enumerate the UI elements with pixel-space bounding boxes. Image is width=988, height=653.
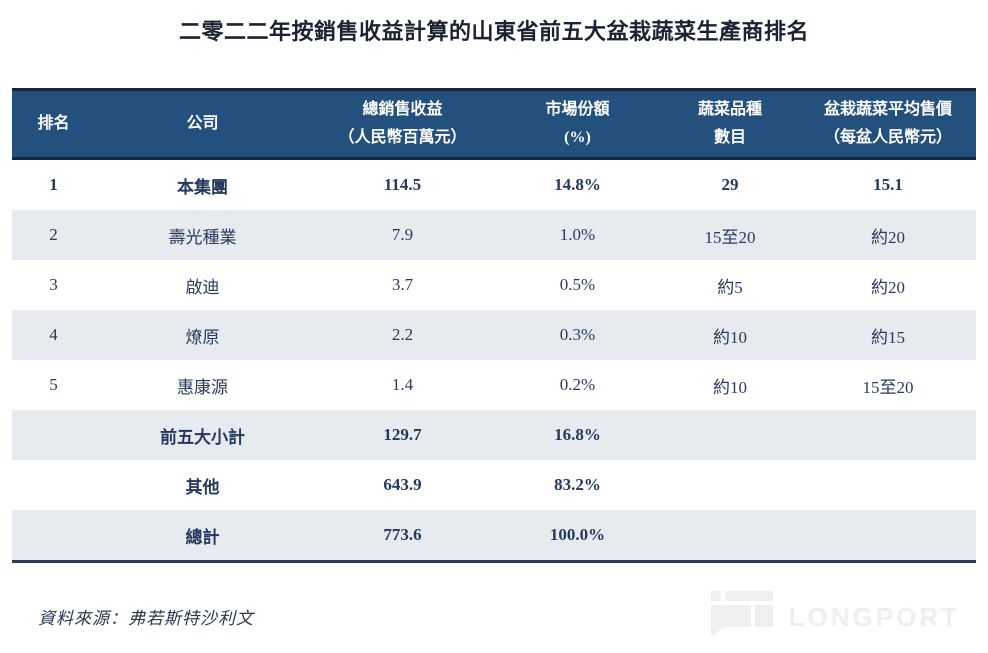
share-cell: 0.3%: [559, 325, 596, 344]
table-row: 1 本集團 114.5 14.8% 29 15.1: [12, 160, 976, 210]
revenue-cell: 129.7: [383, 425, 422, 444]
share-cell: 0.5%: [559, 275, 596, 294]
revenue-cell: 7.9: [391, 225, 414, 244]
header-varieties: 蔬菜品種 數目: [697, 101, 762, 147]
ranking-table: 排名 公司 總銷售收益 （人民幣百萬元） 市場份額 (%) 蔬菜品種 數目 盆栽…: [12, 88, 976, 563]
header-rank: 排名: [37, 115, 70, 133]
longport-logo-icon: [710, 591, 773, 643]
varieties-cell: 15至20: [704, 227, 756, 247]
rank-cell: 3: [49, 275, 58, 294]
header-company: 公司: [186, 115, 219, 133]
revenue-cell: 773.6: [383, 525, 422, 544]
longport-watermark: LONGPORT: [710, 591, 960, 643]
revenue-cell: 1.4: [391, 375, 414, 394]
longport-logo-text: LONGPORT: [788, 601, 960, 632]
source-note: 資料來源：弗若斯特沙利文: [38, 609, 254, 628]
share-cell: 1.0%: [559, 225, 596, 244]
revenue-cell: 2.2: [391, 325, 414, 344]
summary-row-total: 總計 773.6 100.0%: [12, 510, 976, 560]
varieties-cell: 29: [721, 175, 739, 194]
varieties-cell: 約5: [717, 277, 743, 297]
header-revenue: 總銷售收益 （人民幣百萬元）: [338, 101, 467, 147]
rank-cell: 5: [49, 375, 58, 394]
revenue-cell: 3.7: [391, 275, 414, 294]
share-cell: 16.8%: [554, 425, 601, 444]
revenue-cell: 114.5: [383, 175, 422, 194]
page-title: 二零二二年按銷售收益計算的山東省前五大盆栽蔬菜生產商排名: [178, 19, 809, 44]
table-row: 3 啟迪 3.7 0.5% 約5 約20: [12, 260, 976, 310]
company-cell: 啟迪: [185, 277, 220, 297]
table-row: 5 惠康源 1.4 0.2% 約10 15至20: [12, 360, 976, 410]
rank-cell: 1: [49, 175, 58, 194]
share-cell: 0.2%: [559, 375, 596, 394]
rank-cell: 2: [49, 225, 58, 244]
table-row: 2 壽光種業 7.9 1.0% 15至20 約20: [12, 210, 976, 260]
company-cell: 本集團: [177, 177, 228, 197]
table-header-row: 排名 公司 總銷售收益 （人民幣百萬元） 市場份額 (%) 蔬菜品種 數目 盆栽…: [12, 88, 976, 160]
price-cell: 約20: [871, 227, 905, 247]
summary-label: 前五大小計: [160, 427, 245, 447]
summary-row-others: 其他 643.9 83.2%: [12, 460, 976, 510]
share-cell: 83.2%: [554, 475, 601, 494]
share-cell: 100.0%: [549, 525, 606, 544]
varieties-cell: 約10: [713, 327, 747, 347]
header-avg-price: 盆栽蔬菜平均售價 （每盆人民幣元）: [823, 101, 952, 147]
company-cell: 壽光種業: [168, 227, 237, 247]
price-cell: 約15: [871, 327, 905, 347]
company-cell: 惠康源: [177, 377, 228, 397]
summary-label: 其他: [185, 477, 220, 497]
header-market-share: 市場份額 (%): [545, 101, 610, 147]
table-body: 1 本集團 114.5 14.8% 29 15.1 2 壽光種業 7.9 1.0…: [12, 160, 976, 563]
company-cell: 燎原: [185, 327, 220, 347]
varieties-cell: 約10: [713, 377, 747, 397]
share-cell: 14.8%: [554, 175, 601, 194]
price-cell: 15.1: [873, 175, 903, 194]
price-cell: 約20: [871, 277, 905, 297]
rank-cell: 4: [49, 325, 58, 344]
revenue-cell: 643.9: [383, 475, 422, 494]
summary-row-top5: 前五大小計 129.7 16.8%: [12, 410, 976, 460]
summary-label: 總計: [185, 527, 220, 547]
price-cell: 15至20: [862, 377, 914, 397]
table-row: 4 燎原 2.2 0.3% 約10 約15: [12, 310, 976, 360]
